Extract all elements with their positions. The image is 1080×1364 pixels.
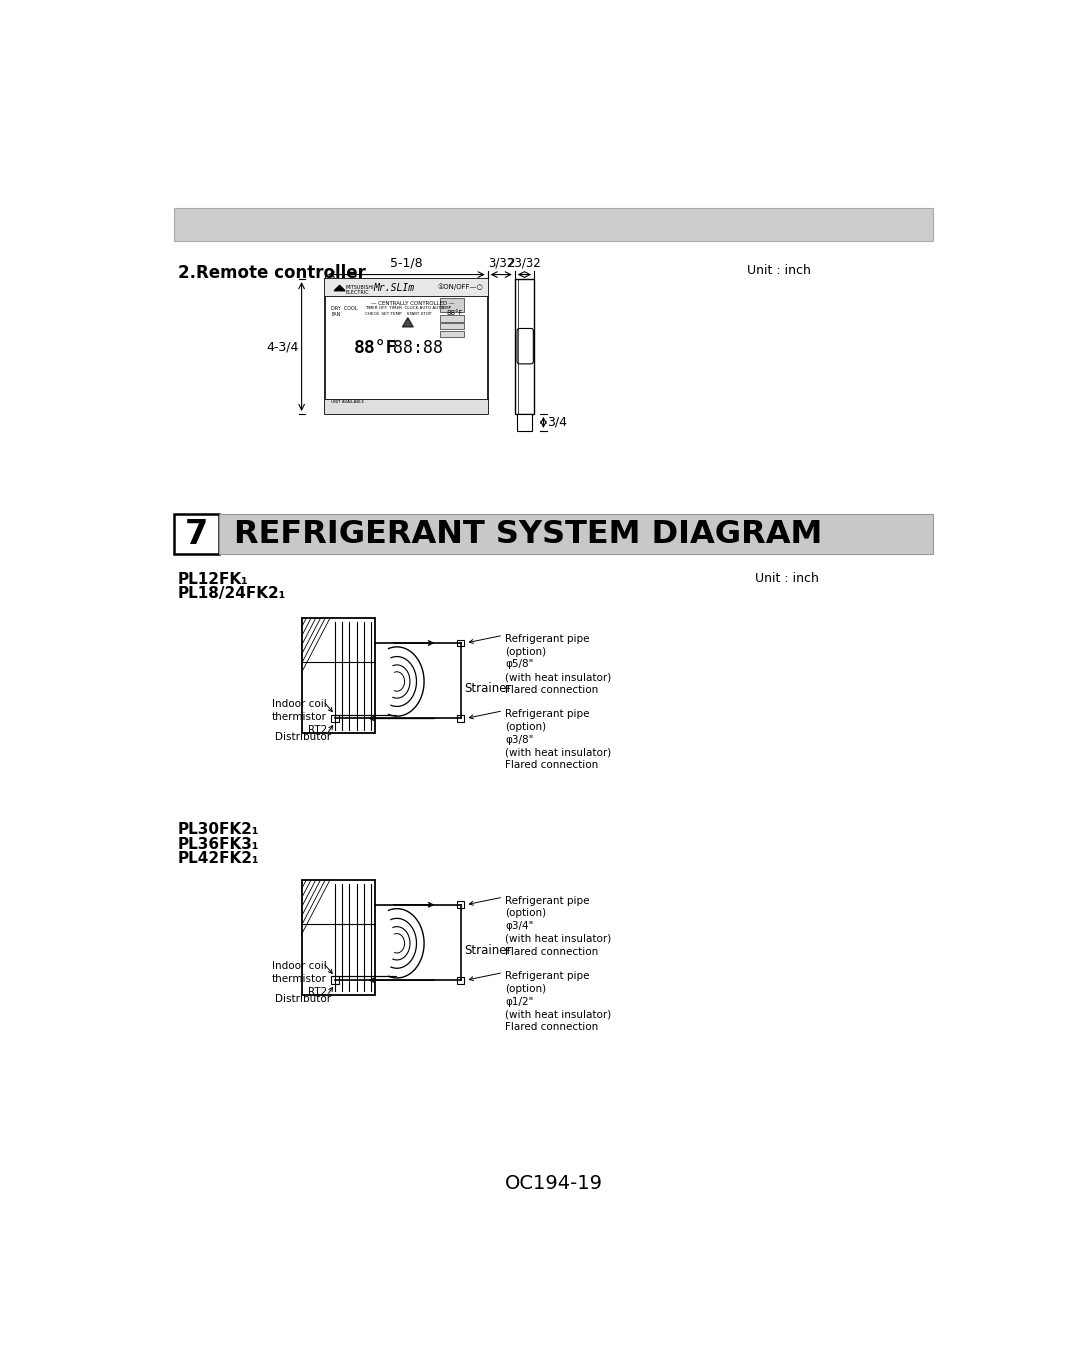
Text: PL18/24FK2₁: PL18/24FK2₁ [177, 587, 286, 602]
Text: 23/32: 23/32 [508, 256, 541, 269]
Bar [440, 297, 464, 311]
Bar [325, 398, 488, 413]
Bar [457, 640, 464, 647]
Bar [517, 413, 531, 431]
FancyBboxPatch shape [517, 329, 534, 364]
Text: 5-1/8: 5-1/8 [390, 256, 422, 269]
Text: Unit : inch: Unit : inch [755, 572, 819, 585]
Text: ①ON/OFF—○: ①ON/OFF—○ [437, 284, 483, 289]
Text: Distributor: Distributor [274, 732, 330, 742]
Bar [440, 323, 464, 329]
Text: Refrigerant pipe
(option)
φ1/2"
(with heat insulator)
Flared connection: Refrigerant pipe (option) φ1/2" (with he… [505, 971, 611, 1033]
Text: FAN: FAN [332, 311, 340, 316]
Bar [325, 280, 488, 413]
Bar [301, 618, 375, 734]
Bar [174, 209, 933, 240]
Text: Refrigerant pipe
(option)
φ3/8"
(with heat insulator)
Flared connection: Refrigerant pipe (option) φ3/8" (with he… [505, 709, 611, 771]
Bar [440, 315, 464, 322]
Text: Refrigerant pipe
(option)
φ5/8"
(with heat insulator)
Flared connection: Refrigerant pipe (option) φ5/8" (with he… [505, 634, 611, 696]
Bar [515, 280, 535, 413]
Text: OC194-19: OC194-19 [504, 1174, 603, 1194]
Text: 88:88: 88:88 [393, 340, 443, 357]
Text: PL42FK2₁: PL42FK2₁ [177, 851, 259, 866]
Bar [330, 715, 339, 723]
Bar [440, 330, 464, 337]
Polygon shape [334, 285, 345, 291]
Bar [301, 880, 375, 996]
Text: Indoor coil
thermistor
RT2: Indoor coil thermistor RT2 [272, 962, 327, 997]
Text: Mr.SLIm: Mr.SLIm [373, 284, 414, 293]
Text: Strainer: Strainer [464, 682, 512, 694]
Text: 2.Remote controller: 2.Remote controller [177, 263, 365, 282]
Text: Distributor: Distributor [274, 994, 330, 1004]
Text: 3/4: 3/4 [548, 416, 567, 428]
Polygon shape [403, 318, 414, 327]
Text: UNIT AVAILABLE: UNIT AVAILABLE [332, 400, 364, 404]
Bar [457, 715, 464, 722]
Text: MITSUBISHI
ELECTRIC: MITSUBISHI ELECTRIC [345, 285, 374, 296]
Text: Unit : inch: Unit : inch [747, 263, 811, 277]
Text: — CENTRALLY CONTROLLED —: — CENTRALLY CONTROLLED — [372, 300, 455, 306]
Text: PL30FK2₁: PL30FK2₁ [177, 822, 259, 837]
Text: TIMER OFF  TIMER  CLOCK AUTO AUTO: TIMER OFF TIMER CLOCK AUTO AUTO [365, 306, 444, 310]
Bar [174, 514, 218, 554]
Text: Indoor coil
thermistor
RT2: Indoor coil thermistor RT2 [272, 700, 327, 735]
Text: Refrigerant pipe
(option)
φ3/4"
(with heat insulator)
Flared connection: Refrigerant pipe (option) φ3/4" (with he… [505, 896, 611, 956]
Text: 88°F: 88°F [354, 340, 397, 357]
Text: PL36FK3₁: PL36FK3₁ [177, 836, 259, 851]
Bar [457, 902, 464, 908]
Bar [457, 977, 464, 983]
Bar [330, 977, 339, 983]
Text: PL12FK₁: PL12FK₁ [177, 572, 248, 587]
Bar [325, 280, 488, 296]
Text: REFRIGERANT SYSTEM DIAGRAM: REFRIGERANT SYSTEM DIAGRAM [234, 518, 823, 550]
Text: Strainer: Strainer [464, 944, 512, 956]
Text: DRY  COOL: DRY COOL [332, 306, 357, 311]
Text: 3/32: 3/32 [488, 256, 514, 269]
Text: 88°F: 88°F [446, 310, 463, 316]
Text: 4-3/4: 4-3/4 [266, 340, 298, 353]
Text: CHECK  SET TEMP    START STOP: CHECK SET TEMP START STOP [365, 311, 432, 315]
Bar [218, 514, 933, 554]
Text: TEMP: TEMP [441, 306, 451, 310]
Text: 7: 7 [185, 517, 207, 551]
